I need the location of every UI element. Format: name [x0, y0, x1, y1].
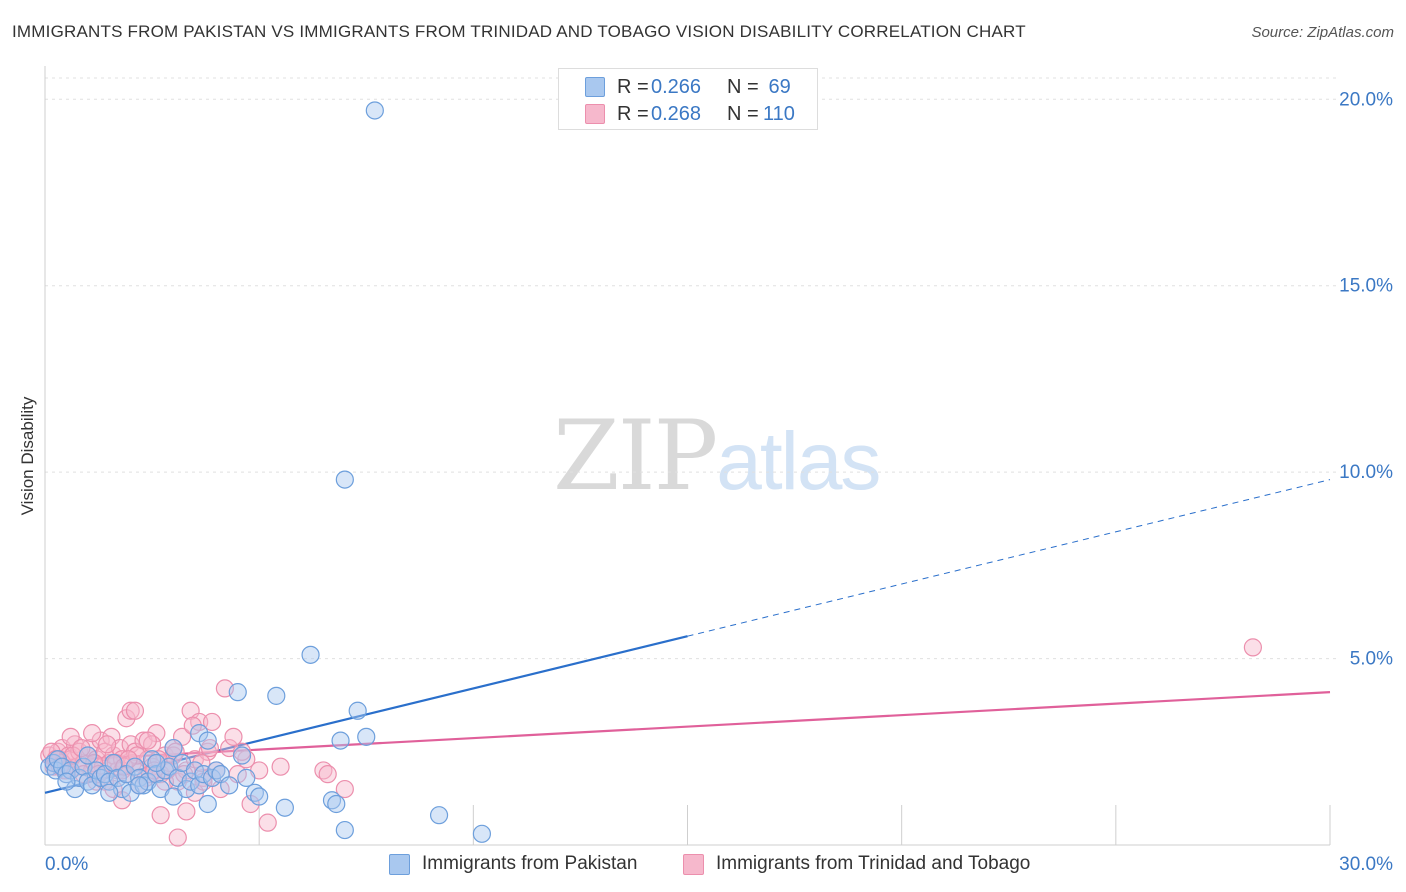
trinidad-point — [83, 724, 102, 743]
point-layer — [40, 101, 1263, 847]
n-value: 69 — [763, 76, 791, 98]
trinidad-point — [258, 813, 277, 832]
chart-title: IMMIGRANTS FROM PAKISTAN VS IMMIGRANTS F… — [12, 22, 1026, 41]
trinidad-point — [271, 757, 290, 776]
r-value: 0.268 — [651, 103, 702, 125]
trinidad-point — [151, 806, 170, 825]
trinidad-point — [138, 731, 157, 750]
watermark-zip: ZIP — [553, 400, 718, 512]
pakistan-point — [147, 753, 166, 773]
watermark-atlas: atlas — [716, 416, 881, 507]
trinidad-point — [192, 753, 211, 773]
n-label: N = — [727, 103, 759, 125]
n-label: N = — [727, 76, 759, 98]
y-tick-label: 20.0% — [1339, 89, 1393, 110]
trinidad-point — [119, 750, 138, 769]
legend-label: Immigrants from Trinidad and Tobago — [716, 853, 1031, 874]
pakistan-point — [331, 731, 350, 750]
pakistan-point — [250, 787, 269, 806]
pakistan-point — [130, 776, 149, 795]
pakistan-point — [365, 101, 384, 120]
pakistan-point — [125, 757, 145, 776]
pakistan-point — [164, 738, 183, 758]
r-value: 0.266 — [651, 76, 702, 98]
pakistan-point — [237, 768, 256, 787]
pakistan-point — [220, 776, 239, 795]
watermark: ZIPatlas — [553, 400, 881, 512]
pakistan-trendline-extension — [687, 479, 1331, 637]
series-legend: Immigrants from Pakistan Immigrants from… — [0, 852, 1406, 878]
x-tick-label: 30.0% — [1339, 854, 1393, 875]
pakistan-point — [57, 772, 76, 791]
trinidad-point — [72, 738, 91, 758]
y-tick-label: 10.0% — [1339, 462, 1393, 483]
pakistan-point — [232, 746, 252, 765]
n-value: 110 — [763, 103, 795, 125]
trinidad-point — [183, 716, 202, 735]
pakistan-point — [198, 794, 217, 814]
trinidad-point — [177, 802, 196, 821]
y-tick-label: 5.0% — [1350, 649, 1393, 670]
trinidad-point — [1243, 638, 1263, 657]
trinidad-point — [202, 712, 222, 732]
trinidad-point — [168, 828, 187, 847]
pakistan-point — [327, 794, 346, 814]
pakistan-point — [198, 731, 217, 750]
pakistan-point — [348, 701, 367, 720]
stats-row-trinidad: R = 0.268 N = 110 — [559, 101, 819, 127]
trinidad-point — [224, 727, 243, 746]
pakistan-point — [301, 645, 320, 664]
trinidad-point — [125, 701, 145, 720]
trinidad-swatch — [585, 104, 605, 124]
trinidad-point — [61, 727, 80, 746]
stats-legend: R = 0.266 N = 69 R = 0.268 N = 110 — [558, 68, 818, 130]
trinidad-point — [121, 701, 140, 720]
tick-layer: 5.0% 10.0% 15.0% 20.0% 0.0% 30.0% — [45, 89, 1393, 875]
pakistan-swatch — [585, 77, 605, 97]
source-credit: Source: ZipAtlas.com — [1251, 24, 1394, 41]
trinidad-point — [98, 735, 117, 754]
pakistan-point — [78, 746, 97, 765]
trinidad-swatch — [683, 854, 704, 875]
r-label: R = — [617, 76, 649, 98]
stats-row-pakistan: R = 0.266 N = 69 — [559, 74, 819, 100]
legend-label: Immigrants from Pakistan — [422, 853, 638, 874]
pakistan-point — [335, 820, 354, 840]
pakistan-point — [357, 727, 376, 746]
trinidad-point — [335, 779, 354, 799]
grid-layer — [44, 66, 1340, 846]
r-label: R = — [617, 103, 649, 125]
pakistan-point — [275, 798, 294, 817]
pakistan-point — [228, 683, 247, 702]
pakistan-point — [472, 824, 491, 843]
pakistan-swatch — [389, 854, 410, 875]
trinidad-trendline — [44, 691, 1331, 763]
pakistan-point — [335, 470, 354, 489]
trinidad-point — [318, 765, 337, 784]
pakistan-point — [104, 753, 123, 773]
y-tick-label: 15.0% — [1339, 276, 1393, 297]
pakistan-point — [267, 686, 286, 705]
trinidad-point — [200, 738, 220, 758]
pakistan-point — [429, 806, 449, 825]
x-tick-label: 0.0% — [45, 854, 88, 875]
pakistan-point — [100, 783, 119, 802]
